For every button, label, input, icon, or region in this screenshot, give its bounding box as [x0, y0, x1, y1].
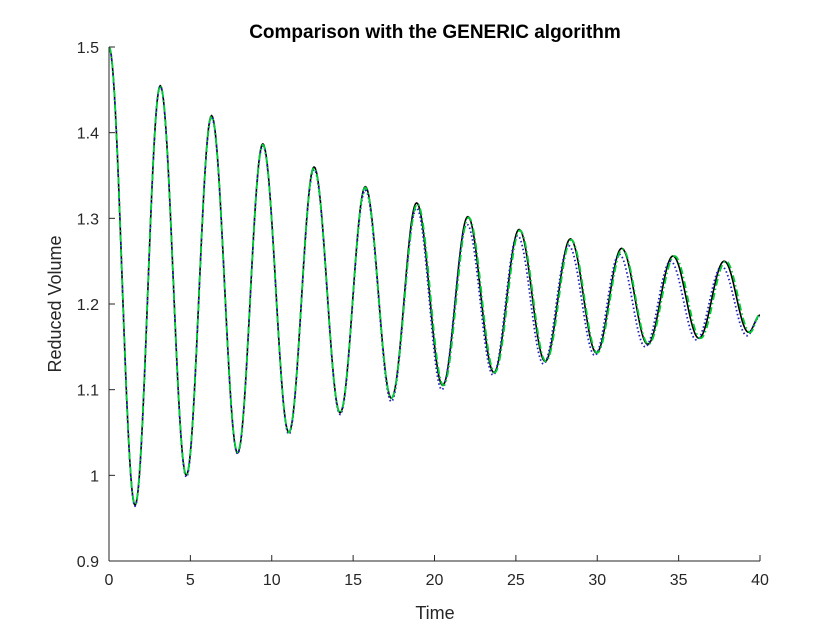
plot-area: 0 5 10 15 20 25 30 35 40 0.9 1 1.1 1.2 1.3 1.4 1.5 — [77, 40, 769, 589]
chart-title: Comparison with the GENERIC algorithm — [249, 22, 621, 43]
x-tick-label: 0 — [105, 572, 114, 589]
x-tick-label: 35 — [670, 572, 688, 589]
series-layer — [109, 47, 760, 508]
y-tick-label: 1.1 — [77, 383, 99, 400]
y-tick-label: 1.4 — [77, 126, 99, 143]
x-tick-label: 15 — [344, 572, 362, 589]
x-tick-label: 10 — [263, 572, 281, 589]
y-tick-label: 1.3 — [77, 211, 99, 228]
x-tick-label: 5 — [186, 572, 195, 589]
y-tick-label: 1 — [90, 468, 99, 485]
y-axis-label: Reduced Volume — [45, 235, 65, 372]
series-line-3-dashdot — [109, 47, 760, 506]
y-tick-label: 1.2 — [77, 297, 99, 314]
x-tick-label: 25 — [507, 572, 525, 589]
x-tick-label: 30 — [588, 572, 606, 589]
x-ticks: 0 5 10 15 20 25 30 35 40 — [105, 555, 769, 589]
x-tick-label: 40 — [751, 572, 769, 589]
x-tick-label: 20 — [426, 572, 444, 589]
x-axis-label: Time — [415, 603, 454, 623]
y-tick-label: 1.5 — [77, 40, 99, 57]
y-tick-label: 0.9 — [77, 554, 99, 571]
y-ticks: 0.9 1 1.1 1.2 1.3 1.4 1.5 — [77, 40, 115, 571]
